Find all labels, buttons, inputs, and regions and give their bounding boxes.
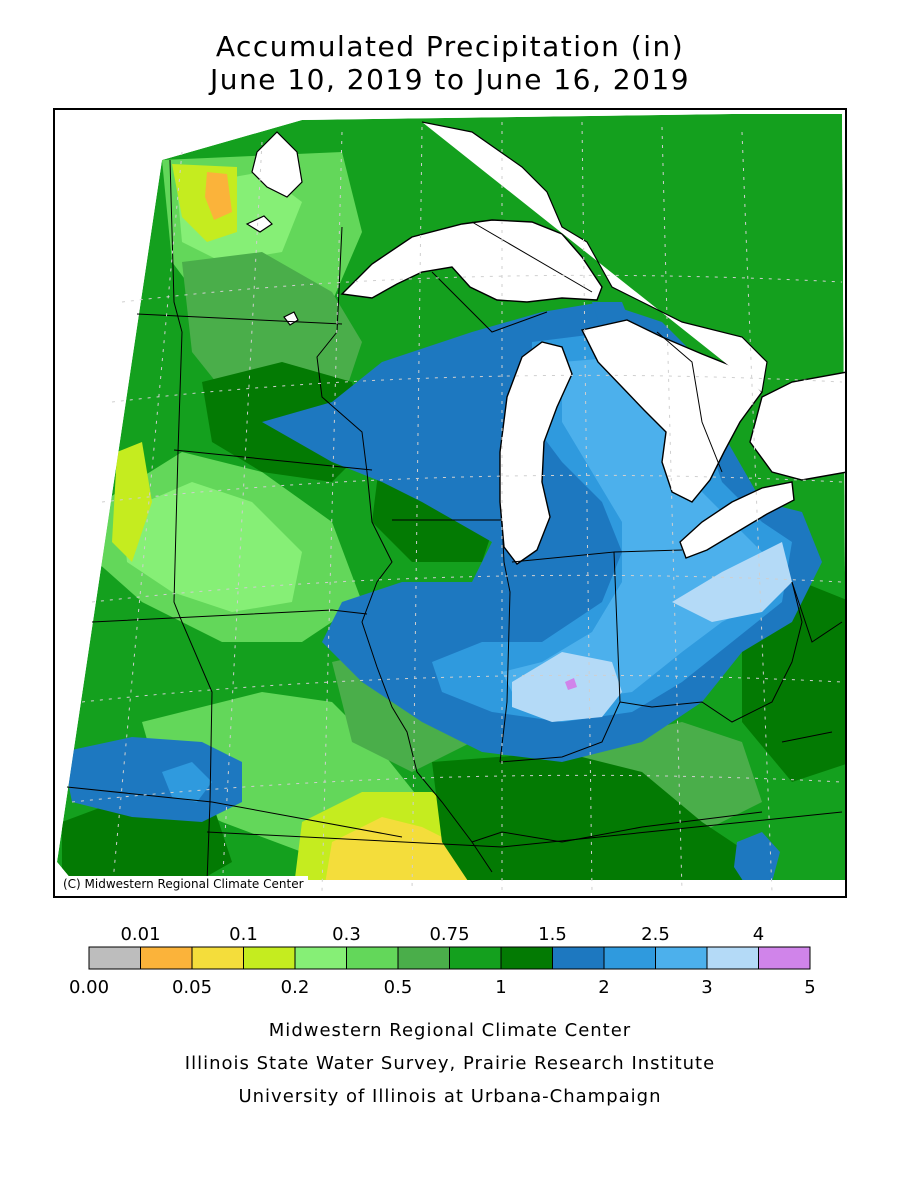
- lake-ontario-region: [749, 371, 845, 481]
- precipitation-map: (C) Midwestern Regional Climate Center: [53, 108, 847, 898]
- legend-swatch: [449, 946, 502, 970]
- map-canvas: [55, 110, 845, 896]
- legend-bottom-label: 0.00: [69, 977, 109, 998]
- legend-top-label: 0.75: [429, 924, 469, 945]
- map-outside-domain: [55, 110, 845, 896]
- legend-bottom-label: 0.05: [172, 977, 212, 998]
- legend-bottom-label: 0.5: [384, 977, 413, 998]
- legend-top-label: 0.01: [120, 924, 160, 945]
- legend-top-label: 1.5: [538, 924, 567, 945]
- precip-zone-blue-tennessee: [734, 832, 780, 880]
- legend-swatch: [603, 946, 656, 970]
- legend-swatch: [552, 946, 605, 970]
- legend-swatch: [346, 946, 399, 970]
- legend-swatch: [140, 946, 193, 970]
- legend-bottom-label: 5: [804, 977, 815, 998]
- lake-erie: [679, 481, 795, 559]
- legend-swatch: [88, 946, 141, 970]
- map-date-range: June 10, 2019 to June 16, 2019: [209, 63, 691, 96]
- legend-swatch: [758, 946, 811, 970]
- lake-of-the-woods: [251, 131, 303, 198]
- precip-zone-dry-gold-ok: [322, 817, 492, 880]
- small-lake-nd: [245, 215, 273, 233]
- legend-swatch: [294, 946, 347, 970]
- legend-bottom-label: 1: [495, 977, 506, 998]
- credit-line-1: Midwestern Regional Climate Center: [268, 1020, 632, 1041]
- precip-zone-dark-missouri: [432, 752, 762, 880]
- legend-swatches: [88, 946, 811, 970]
- legend-top-label: 0.1: [229, 924, 258, 945]
- legend-swatch: [655, 946, 708, 970]
- canada-shield-area: [421, 121, 768, 393]
- legend-bottom-labels: 0.00 0.05 0.2 0.5 1 2 3 5: [69, 977, 816, 998]
- legend-top-label: 2.5: [641, 924, 670, 945]
- precip-zone-dry-orange-mn: [205, 172, 232, 220]
- legend-bottom-label: 0.2: [281, 977, 310, 998]
- legend-bottom-label: 3: [701, 977, 712, 998]
- copyright-notice: (C) Midwestern Regional Climate Center: [59, 876, 308, 892]
- map-title: Accumulated Precipitation (in): [215, 30, 685, 63]
- legend-swatch: [500, 946, 553, 970]
- precip-zone-lighter-sd: [122, 482, 302, 612]
- lake-michigan: [499, 341, 573, 565]
- precip-zone-max-indiana: [565, 678, 577, 690]
- legend-bottom-label: 2: [598, 977, 609, 998]
- precip-zone-pale-ohio: [672, 542, 792, 622]
- legend-swatch: [191, 946, 244, 970]
- precip-legend: 0.01 0.1 0.3 0.75 1.5 2.5 4 0.00 0.05 0.2 0.5 1 2 3 5: [69, 924, 816, 998]
- legend-top-labels: 0.01 0.1 0.3 0.75 1.5 2.5 4: [120, 924, 764, 945]
- legend-swatch: [243, 946, 296, 970]
- legend-top-label: 4: [753, 924, 764, 945]
- legend-top-label: 0.3: [332, 924, 361, 945]
- precip-zone-lightblue-kansas: [162, 762, 212, 802]
- lat-lon-grid: [71, 121, 843, 893]
- credit-line-3: University of Illinois at Urbana-Champai…: [238, 1086, 662, 1107]
- credit-line-2: Illinois State Water Survey, Prairie Res…: [184, 1053, 716, 1074]
- legend-swatch: [706, 946, 759, 970]
- lake-superior: [340, 219, 603, 303]
- precip-zone-dry-yellow-ne: [112, 442, 152, 562]
- legend-swatch: [397, 946, 450, 970]
- lake-huron: [580, 319, 763, 503]
